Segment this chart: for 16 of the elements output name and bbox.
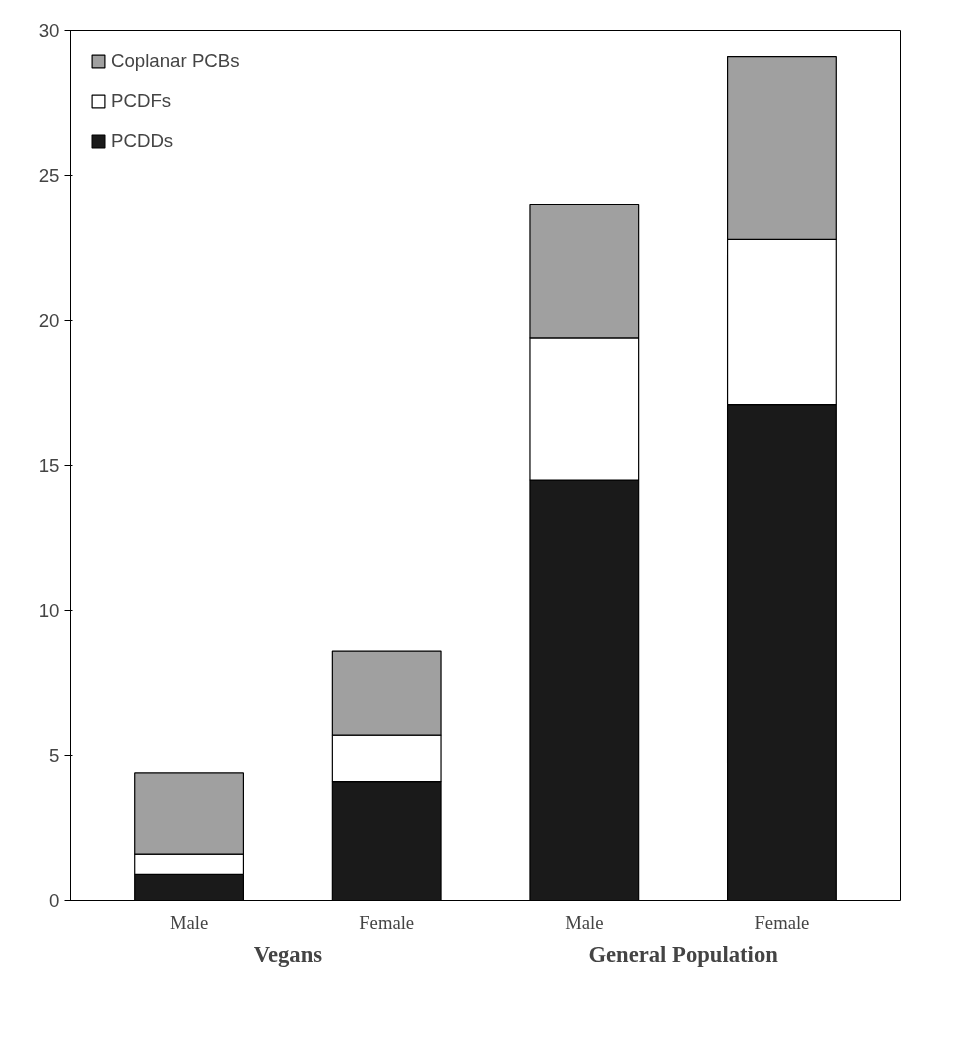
legend-label: PCDFs [111,90,172,112]
y-tick-label: 10 [38,600,60,621]
x-tick-label: Female [359,911,415,933]
y-tick-label: 15 [38,455,60,476]
x-tick-label: Male [565,911,604,933]
legend-label: Coplanar PCBs [111,50,240,72]
y-tick-label: 0 [49,890,60,911]
y-tick-label: 5 [49,745,60,766]
legend-label: PCDDs [111,130,174,152]
text: General Population [588,941,779,967]
y-tick-label: 30 [38,20,60,41]
text: Vegans [253,941,323,967]
x-tick-label: Male [169,911,209,933]
x-tick-label: Female [754,911,810,933]
y-tick-label: 25 [38,165,60,186]
y-tick-label: 20 [38,310,60,331]
